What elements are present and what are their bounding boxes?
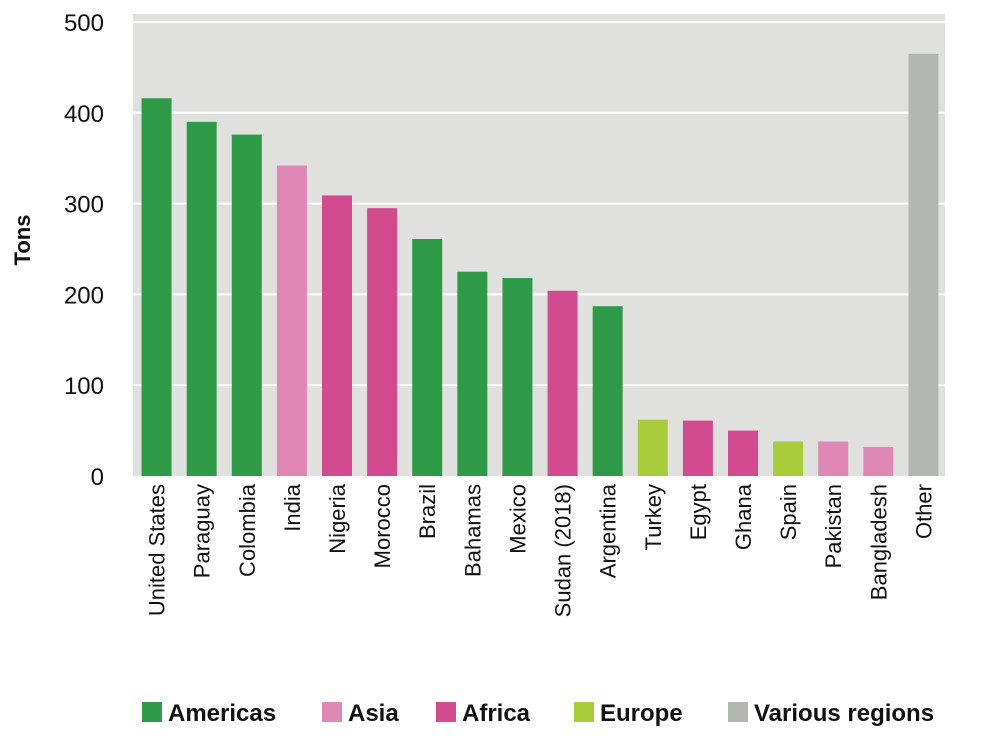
legend-swatch: [322, 702, 342, 722]
x-tick-label: Paraguay: [190, 484, 215, 578]
legend-swatch: [142, 702, 162, 722]
y-tick-label: 100: [64, 373, 104, 400]
x-tick-label: Argentina: [596, 483, 621, 578]
x-tick-label: Mexico: [505, 484, 530, 554]
legend-label: Various regions: [754, 700, 934, 727]
bar-argentina: [592, 306, 623, 476]
x-tick-label: Bahamas: [460, 484, 485, 577]
bar-egypt: [682, 420, 713, 476]
x-tick-label: Colombia: [235, 483, 260, 577]
x-tick-label: India: [280, 483, 305, 531]
bar-ghana: [728, 430, 758, 476]
legend-label: Europe: [600, 700, 683, 727]
plot-background: [133, 14, 945, 476]
bar-spain: [773, 441, 804, 476]
x-tick-label: Sudan (2018): [551, 484, 576, 617]
legend-swatch: [728, 702, 748, 722]
bar-pakistan: [818, 441, 849, 476]
x-tick-label: Spain: [776, 484, 801, 540]
x-tick-label: Brazil: [415, 484, 440, 539]
x-tick-label: Bangladesh: [866, 484, 891, 600]
y-tick-label: 0: [91, 464, 104, 491]
y-axis-label: Tons: [10, 215, 35, 266]
x-tick-label: Ghana: [731, 483, 756, 550]
y-tick-label: 500: [64, 10, 104, 37]
bar-brazil: [412, 239, 443, 476]
legend-swatch: [574, 702, 594, 722]
bar-colombia: [231, 134, 262, 477]
bar-bahamas: [457, 271, 488, 476]
x-tick-label: Morocco: [370, 484, 395, 568]
bar-united-states: [141, 98, 172, 476]
y-tick-label: 200: [64, 282, 104, 309]
bar-bangladesh: [863, 446, 894, 476]
x-tick-label: United States: [145, 484, 170, 616]
legend-label: Americas: [168, 700, 276, 727]
legend-label: Asia: [348, 700, 399, 727]
bar-sudan-2018: [547, 290, 578, 476]
bar-india: [276, 165, 307, 477]
x-tick-label: Egypt: [686, 484, 711, 540]
x-tick-label: Other: [911, 484, 936, 539]
bar-morocco: [367, 208, 398, 476]
legend-label: Africa: [462, 700, 531, 727]
x-tick-label: Turkey: [641, 484, 666, 550]
legend-swatch: [436, 702, 456, 722]
bar-paraguay: [186, 121, 217, 476]
y-tick-label: 300: [64, 192, 104, 219]
bar-mexico: [502, 278, 533, 476]
bar-other: [908, 53, 939, 476]
y-tick-label: 400: [64, 101, 104, 128]
x-tick-label: Pakistan: [821, 484, 846, 568]
bar-turkey: [637, 419, 668, 476]
x-tick-label: Nigeria: [325, 483, 350, 553]
bar-nigeria: [322, 195, 352, 477]
